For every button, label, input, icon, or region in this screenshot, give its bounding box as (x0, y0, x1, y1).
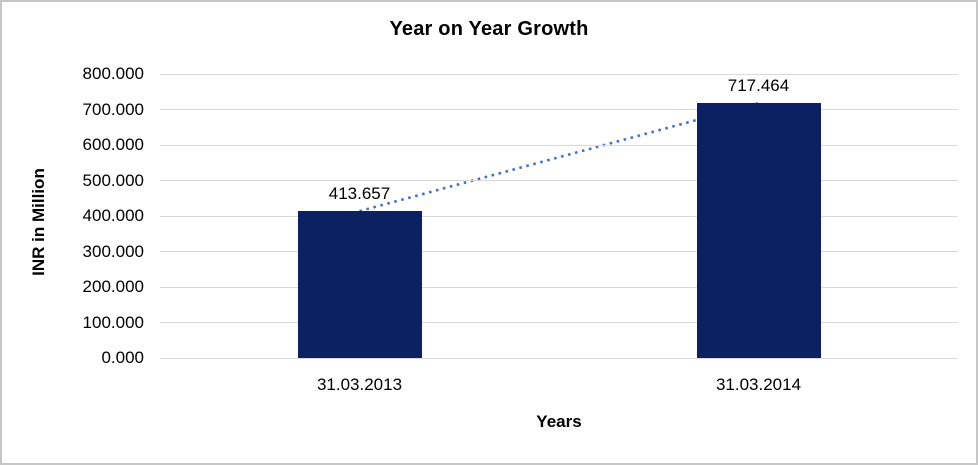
y-axis-tick-label: 800.000 (82, 64, 144, 83)
chart-title: Year on Year Growth (389, 18, 589, 40)
x-axis-tick-label: 31.03.2014 (715, 375, 802, 394)
bar-31.03.2014 (696, 103, 821, 358)
gridline (160, 215, 958, 217)
y-axis-tick-label: 0.000 (101, 348, 144, 367)
gridline (160, 286, 958, 288)
y-axis-title: INR in Million (29, 168, 48, 276)
gridline (160, 73, 958, 75)
gridline (160, 357, 958, 359)
y-axis-tick-label: 100.000 (82, 312, 144, 332)
y-axis-tick-label: 700.000 (82, 99, 144, 119)
y-axis-tick-label: 300.000 (82, 241, 144, 261)
y-axis-tick-label: 600.000 (82, 135, 144, 154)
gridline (160, 322, 958, 323)
bar-value-label: 413.657 (328, 184, 391, 204)
y-axis-tick-label: 400.000 (82, 206, 144, 225)
x-axis-title: Years (536, 412, 582, 431)
gridline (160, 180, 958, 181)
gridline (160, 144, 958, 146)
bar-value-label: 717.464 (727, 76, 790, 96)
gridline (160, 251, 958, 252)
gridline (160, 109, 958, 110)
y-axis-tick-label: 500.000 (82, 170, 144, 190)
bar-31.03.2013 (297, 211, 422, 358)
y-axis-tick-label: 200.000 (82, 277, 144, 296)
x-axis-tick-label: 31.03.2013 (316, 375, 403, 394)
